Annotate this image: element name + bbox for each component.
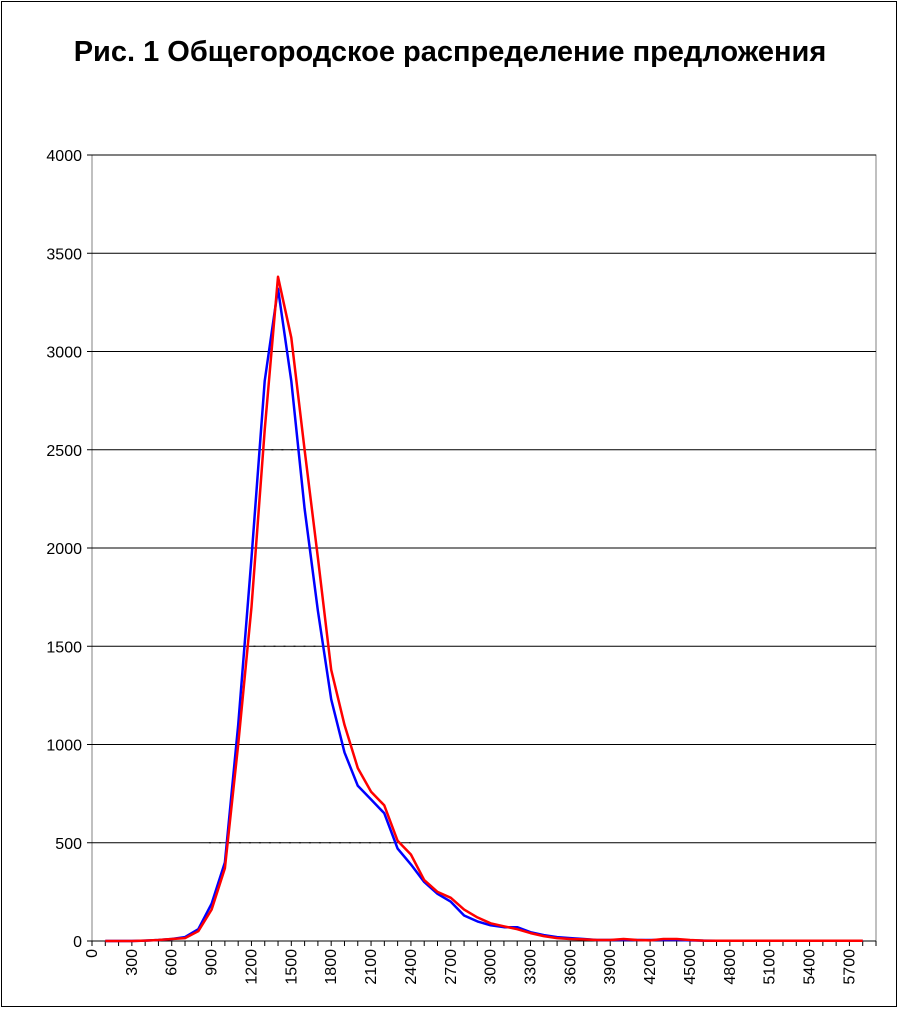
x-tick-label-3600: 3600 <box>562 949 579 985</box>
x-tick-label-4200: 4200 <box>642 949 659 985</box>
x-tick-label-2700: 2700 <box>443 949 460 985</box>
y-tick-label-500: 500 <box>55 836 82 853</box>
y-tick-label-3500: 3500 <box>46 246 82 263</box>
y-tick-label-1000: 1000 <box>46 738 82 755</box>
y-tick-label-2500: 2500 <box>46 443 82 460</box>
x-tick-label-3000: 3000 <box>483 949 500 985</box>
x-tick-label-3300: 3300 <box>523 949 540 985</box>
x-tick-label-2400: 2400 <box>403 949 420 985</box>
y-tick-label-1500: 1500 <box>46 639 82 656</box>
x-tick-label-2100: 2100 <box>363 949 380 985</box>
y-tick-label-3000: 3000 <box>46 345 82 362</box>
x-tick-label-5100: 5100 <box>762 949 779 985</box>
x-tick-label-900: 900 <box>204 949 221 976</box>
x-tick-label-1800: 1800 <box>323 949 340 985</box>
x-tick-label-300: 300 <box>124 949 141 976</box>
x-tick-label-1500: 1500 <box>283 949 300 985</box>
y-tick-label-2000: 2000 <box>46 541 82 558</box>
y-tick-label-0: 0 <box>73 934 82 951</box>
series-line-2 <box>105 275 863 943</box>
y-tick-label-4000: 4000 <box>46 148 82 165</box>
x-tick-label-1200: 1200 <box>243 949 260 985</box>
x-tick-label-0: 0 <box>84 949 101 958</box>
chart-title: Рис. 1 Общегородское распределение предл… <box>73 36 827 68</box>
x-tick-label-600: 600 <box>164 949 181 976</box>
x-tick-label-3900: 3900 <box>602 949 619 985</box>
x-tick-label-5400: 5400 <box>802 949 819 985</box>
x-tick-label-5700: 5700 <box>841 949 858 985</box>
x-tick-label-4800: 4800 <box>722 949 739 985</box>
x-tick-label-4500: 4500 <box>682 949 699 985</box>
